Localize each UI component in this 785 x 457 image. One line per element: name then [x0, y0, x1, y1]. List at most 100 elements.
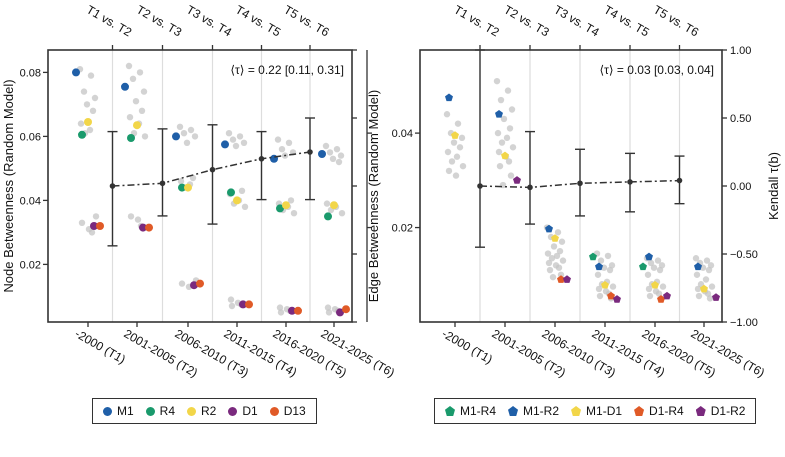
background-point: [228, 302, 236, 310]
series-marker-d1: [336, 308, 344, 317]
background-point: [453, 153, 461, 160]
legend-item-m1-r4: M1-R4: [445, 404, 496, 418]
y-axis-label: Node Betweenness (Random Model): [1, 79, 16, 292]
legend-marker: [634, 406, 645, 416]
series-marker-m1-r2: [645, 252, 653, 261]
background-point: [191, 133, 199, 140]
background-point: [278, 146, 286, 153]
background-point: [326, 149, 334, 156]
top-tick-label: T4 vs. T5: [602, 2, 652, 39]
background-point: [290, 210, 298, 217]
background-point: [323, 200, 331, 207]
series-marker-d1: [139, 223, 147, 232]
background-point: [225, 130, 233, 137]
series-marker-m1-r4: [639, 262, 647, 271]
legend-item-r4: R4: [145, 404, 176, 418]
tau-tick-label: −0.50: [730, 249, 758, 261]
panel-node-betweenness: 0.020.040.060.08-2000 (T1)2001-2005 (T2)…: [1, 2, 397, 379]
legend-marker: [269, 406, 279, 416]
background-point: [645, 285, 653, 293]
background-point: [708, 283, 716, 290]
background-point: [644, 271, 652, 278]
series-marker-m1-d1: [601, 280, 609, 289]
background-point: [500, 115, 508, 123]
background-point: [550, 243, 558, 250]
legend-item-r2: R2: [187, 404, 216, 418]
y-tick-label: 0.02: [20, 259, 41, 271]
tau-tick-label: 0.00: [730, 181, 751, 193]
background-point: [126, 114, 134, 121]
tau-tick-label: −1.00: [730, 317, 758, 329]
y-tick-label: 0.02: [392, 223, 413, 235]
legend-label: D13: [283, 404, 306, 418]
legend-label: D1-R4: [649, 404, 684, 418]
background-point: [557, 271, 565, 278]
series-marker-r4: [127, 134, 135, 142]
series-marker-m1: [318, 150, 326, 158]
background-point: [324, 304, 332, 311]
background-point: [132, 98, 140, 105]
background-point: [659, 283, 667, 290]
background-point: [503, 134, 511, 142]
series-marker-d13: [342, 305, 350, 314]
background-point: [548, 255, 556, 262]
series-marker-r2: [233, 196, 241, 205]
background-point: [333, 146, 341, 153]
background-point: [77, 120, 85, 127]
top-tick-label: T1 vs. T2: [452, 2, 502, 39]
background-point: [545, 259, 553, 267]
background-point: [141, 133, 149, 140]
tau-point: [258, 156, 265, 162]
background-point: [338, 210, 346, 217]
background-point: [452, 172, 460, 179]
legend-label: M1-R4: [460, 404, 497, 418]
series-marker-r2: [84, 118, 92, 126]
background-point: [693, 271, 701, 278]
top-tick-label: T2 vs. T3: [502, 2, 552, 39]
legend-item-d1-r4: D1-R4: [634, 404, 684, 418]
background-point: [277, 309, 285, 316]
background-point: [443, 111, 451, 118]
background-point: [448, 158, 456, 165]
series-marker-r2: [330, 201, 338, 210]
background-point: [189, 174, 197, 182]
tau-point: [627, 179, 633, 185]
tau-point: [209, 166, 216, 173]
background-point: [554, 229, 562, 236]
background-point: [450, 139, 458, 146]
background-point: [138, 107, 146, 115]
background-point: [703, 257, 711, 264]
series-marker-r2: [184, 183, 192, 192]
legend-label: M1-D1: [586, 404, 623, 418]
legend-marker: [445, 406, 455, 416]
background-point: [83, 101, 91, 108]
background-point: [241, 203, 249, 210]
legend-label: R2: [201, 404, 217, 418]
series-marker-m1-r2: [445, 93, 453, 102]
legend-label: R4: [159, 404, 176, 418]
series-marker-r4: [78, 130, 86, 139]
background-point: [456, 144, 464, 151]
legend-item-d1-r2: D1-R2: [695, 404, 745, 418]
background-point: [553, 252, 561, 260]
legend-item-m1-r2: M1-R2: [508, 404, 559, 418]
series-marker-r4: [227, 188, 235, 197]
background-point: [695, 292, 703, 300]
background-point: [544, 250, 552, 257]
background-point: [274, 136, 282, 143]
series-marker-r2: [282, 201, 290, 210]
background-point: [694, 285, 702, 293]
background-point: [329, 155, 337, 162]
plot-frame: [419, 49, 723, 323]
background-point: [594, 271, 602, 278]
top-tick-label: T3 vs. T4: [552, 2, 602, 39]
series-marker-d1-r4: [557, 275, 565, 283]
background-point: [127, 213, 135, 220]
background-point: [444, 148, 452, 156]
series-marker-m1-d1: [501, 151, 509, 160]
background-point: [92, 213, 100, 220]
background-point: [91, 94, 99, 102]
series-marker-r4: [324, 212, 332, 221]
background-point: [647, 259, 655, 267]
y-tick-label: 0.06: [20, 131, 41, 143]
